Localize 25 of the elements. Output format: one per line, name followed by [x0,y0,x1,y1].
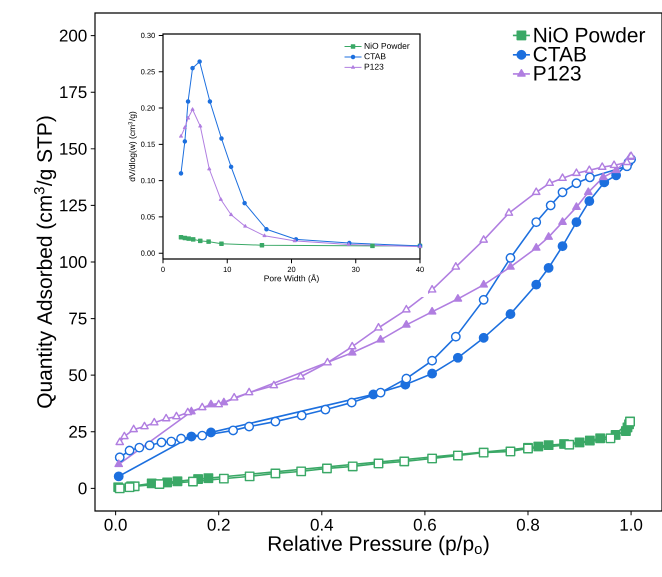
x-axis-title: Relative Pressure (p/p$_{o}$) [268,536,488,556]
y-axis-title: dV/dlog(w) (cm$^{3}$/g) [128,112,137,182]
y-tick-label: 50 [69,369,87,382]
legend-label: CTAB [534,46,586,62]
legend-label: NiO Powder [364,42,410,49]
x-axis-title: Pore Width (Å) [264,274,319,284]
x-tick-label: 0.6 [414,518,436,531]
x-tick-label: 0.8 [516,518,540,531]
y-tick-label: 200 [60,30,87,42]
y-tick-label: 150 [60,142,87,155]
legend-label: NiO Powder [534,27,646,43]
y-tick-label: 175 [60,86,87,98]
legend-label: P123 [364,64,384,70]
y-tick-label: 25 [69,426,87,438]
y-tick-label: 75 [69,312,87,325]
x-tick-label: 0.2 [208,518,230,531]
legend-label: P123 [534,66,581,81]
x-tick-label: 0.4 [310,518,334,531]
x-tick-label: 0.0 [104,518,127,531]
x-tick-label: 1.0 [620,518,642,531]
y-tick-label: 0 [78,482,87,494]
y-axis-title: Quantity Adsorbed (cm$^{3}$/g STP) [34,116,56,408]
y-tick-label: 100 [60,256,87,268]
y-tick-label: 125 [60,199,87,212]
legend-label: CTAB [364,53,386,60]
